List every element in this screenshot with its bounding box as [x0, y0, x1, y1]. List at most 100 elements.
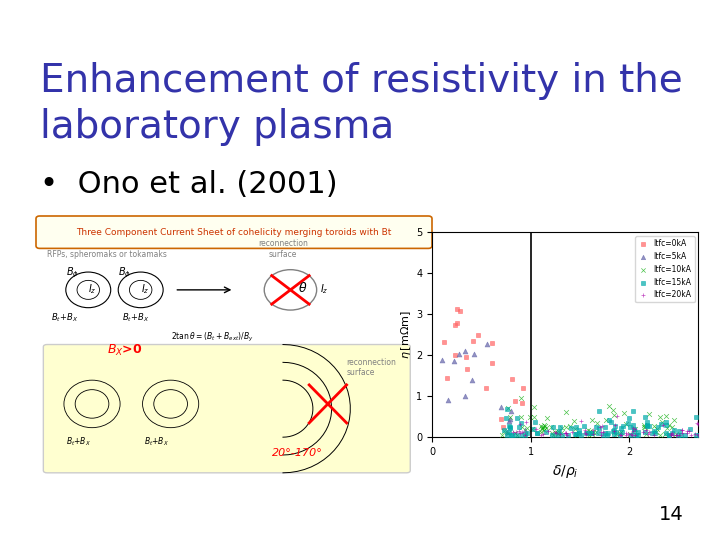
Itfc=15kA: [655, 420, 667, 428]
Itfc=15kA: [600, 422, 611, 431]
Itfc=20kA: [588, 426, 599, 435]
Itfc=15kA: [698, 418, 709, 427]
Itfc=15kA: [529, 417, 541, 426]
Itfc=10kA: [536, 423, 547, 432]
Itfc=15kA: [570, 422, 582, 431]
Itfc=15kA: [531, 428, 543, 437]
Itfc=15kA: [672, 427, 684, 435]
Itfc=0kA: [441, 374, 452, 383]
Text: reconnection
surface: reconnection surface: [258, 239, 308, 259]
Itfc=15kA: [570, 430, 581, 438]
Itfc=15kA: [513, 423, 524, 431]
Itfc=15kA: [618, 422, 629, 430]
Itfc=5kA: [436, 356, 448, 364]
Itfc=10kA: [584, 430, 595, 439]
Itfc=20kA: [580, 426, 591, 434]
Itfc=15kA: [580, 429, 592, 438]
Itfc=10kA: [590, 427, 602, 436]
Itfc=20kA: [514, 420, 526, 428]
Itfc=20kA: [681, 427, 693, 436]
Text: $2\tan\theta=(B_t+B_{ext})/B_y$: $2\tan\theta=(B_t+B_{ext})/B_y$: [171, 331, 253, 345]
Itfc=10kA: [608, 411, 619, 420]
Itfc=0kA: [449, 351, 461, 360]
Itfc=15kA: [565, 424, 577, 433]
Itfc=10kA: [631, 431, 642, 440]
Y-axis label: $\eta\,[\mathrm{m\Omega m}]$: $\eta\,[\mathrm{m\Omega m}]$: [400, 310, 413, 359]
Itfc=15kA: [648, 427, 660, 435]
Itfc=20kA: [642, 430, 654, 438]
Itfc=15kA: [585, 428, 597, 437]
Itfc=15kA: [629, 427, 640, 436]
Itfc=15kA: [512, 414, 523, 422]
Itfc=20kA: [700, 430, 711, 438]
Itfc=10kA: [538, 422, 549, 431]
Itfc=5kA: [469, 349, 480, 358]
Itfc=10kA: [620, 420, 631, 428]
Itfc=15kA: [663, 430, 675, 439]
Itfc=15kA: [641, 417, 652, 426]
Itfc=10kA: [608, 428, 619, 436]
Itfc=10kA: [648, 422, 660, 431]
Itfc=20kA: [627, 426, 639, 435]
Itfc=10kA: [505, 413, 516, 421]
Itfc=10kA: [638, 421, 649, 429]
Itfc=15kA: [521, 429, 533, 437]
Itfc=10kA: [561, 408, 572, 416]
Itfc=10kA: [516, 393, 527, 402]
Itfc=10kA: [536, 425, 547, 434]
Itfc=15kA: [601, 430, 613, 439]
Itfc=10kA: [502, 429, 513, 437]
Text: $B_t$+$B_X$: $B_t$+$B_X$: [145, 435, 169, 448]
Itfc=15kA: [641, 421, 652, 430]
Itfc=15kA: [593, 406, 605, 415]
Itfc=20kA: [693, 430, 705, 438]
Itfc=0kA: [451, 319, 463, 328]
Itfc=10kA: [552, 427, 564, 435]
Itfc=15kA: [660, 429, 672, 438]
Itfc=15kA: [695, 426, 706, 435]
Itfc=20kA: [640, 426, 652, 435]
Itfc=15kA: [556, 430, 567, 439]
Itfc=15kA: [501, 431, 513, 440]
Itfc=15kA: [652, 423, 664, 431]
Itfc=20kA: [683, 427, 695, 435]
Itfc=20kA: [702, 426, 714, 435]
Itfc=10kA: [639, 423, 650, 431]
Itfc=15kA: [500, 414, 512, 422]
Itfc=20kA: [537, 430, 549, 438]
Itfc=20kA: [671, 430, 683, 439]
Itfc=15kA: [578, 421, 590, 430]
Itfc=20kA: [693, 430, 704, 439]
Itfc=10kA: [521, 424, 533, 433]
Text: $I_z$: $I_z$: [320, 282, 329, 296]
Text: $B_t$+$B_X$: $B_t$+$B_X$: [51, 312, 78, 324]
Itfc=20kA: [611, 412, 623, 421]
Text: reconnection
surface: reconnection surface: [346, 358, 397, 377]
Itfc=15kA: [623, 414, 634, 423]
Itfc=10kA: [641, 430, 652, 439]
Itfc=10kA: [660, 430, 671, 438]
Legend: Itfc=0kA, Itfc=5kA, Itfc=10kA, Itfc=15kA, Itfc=20kA: Itfc=0kA, Itfc=5kA, Itfc=10kA, Itfc=15kA…: [635, 236, 695, 302]
Itfc=10kA: [540, 424, 552, 433]
Itfc=5kA: [453, 349, 464, 358]
Itfc=0kA: [472, 330, 484, 339]
Itfc=15kA: [573, 428, 585, 437]
Itfc=10kA: [660, 412, 672, 421]
Itfc=10kA: [546, 429, 557, 437]
Itfc=15kA: [629, 425, 640, 434]
Itfc=15kA: [624, 423, 636, 431]
Itfc=15kA: [586, 429, 598, 437]
Itfc=10kA: [603, 401, 615, 410]
Itfc=5kA: [448, 357, 459, 366]
Itfc=10kA: [582, 426, 594, 434]
Itfc=15kA: [531, 429, 543, 437]
Itfc=15kA: [693, 431, 705, 440]
X-axis label: $\delta/\rho_i$: $\delta/\rho_i$: [552, 463, 578, 480]
Text: $B_\phi$: $B_\phi$: [118, 266, 131, 280]
Itfc=10kA: [524, 413, 536, 421]
Itfc=20kA: [609, 421, 621, 429]
Itfc=20kA: [693, 420, 704, 428]
Itfc=15kA: [553, 427, 564, 436]
Itfc=15kA: [592, 429, 603, 438]
Itfc=15kA: [582, 429, 594, 437]
